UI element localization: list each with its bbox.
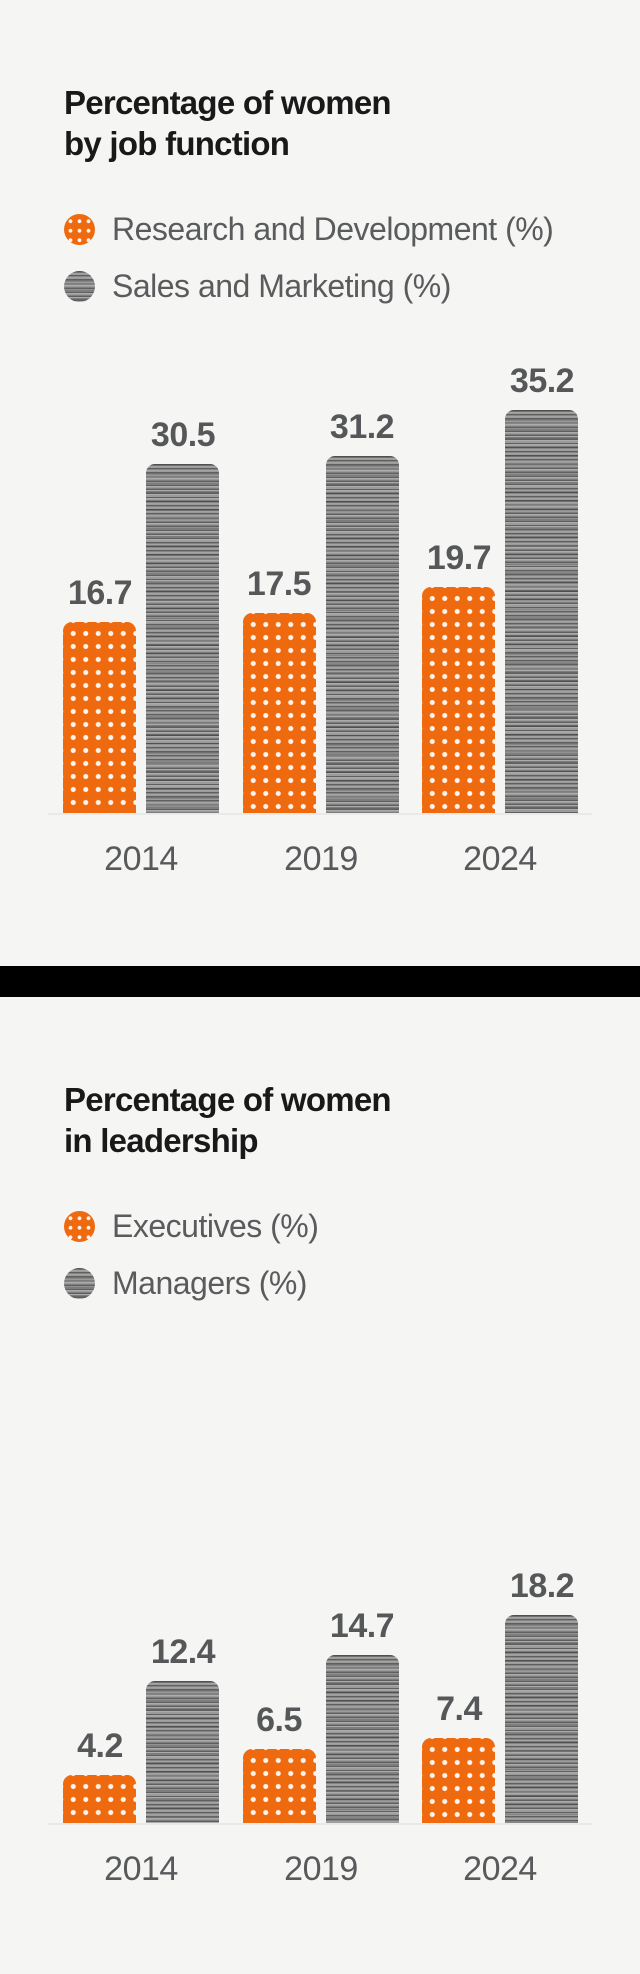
chart-job-function: Percentage of women by job function Rese… [0, 0, 640, 966]
bar-rd-2019 [243, 613, 316, 813]
legend-item-managers: Managers (%) [64, 1265, 307, 1301]
bar-exec-2019 [243, 1749, 316, 1823]
bar-mgr-2014 [146, 1681, 219, 1823]
chart-leadership: Percentage of women in leadership Execut… [0, 997, 640, 1974]
legend-label: Executives (%) [112, 1208, 319, 1244]
axis-baseline [48, 813, 592, 815]
plot-area-job-function: 16.7 30.5 2014 17.5 31.2 2019 19.7 35.2 2024 [0, 0, 640, 966]
chart-title-job-function: Percentage of women by job function [64, 82, 392, 164]
value-label-sm-2024: 35.2 [509, 362, 575, 400]
plot-area-leadership: 4.2 12.4 2014 6.5 14.7 2019 7.4 18.2 2024 [0, 997, 640, 1974]
bar-rd-2014 [63, 622, 136, 813]
value-label-rd-2014: 16.7 [67, 574, 133, 612]
bar-sm-2014 [146, 464, 219, 813]
legend-label: Research and Development (%) [112, 211, 554, 247]
bar-mgr-2024 [505, 1615, 578, 1823]
chart-title-line-2: in leadership [64, 1122, 259, 1159]
x-label-2014: 2014 [104, 840, 178, 878]
legend-label: Sales and Marketing (%) [112, 268, 451, 304]
bar-rd-2024 [422, 587, 495, 813]
legend-marker-orange-dots-icon [64, 1211, 95, 1242]
bar-mgr-2019 [326, 1655, 399, 1823]
x-label-2024: 2024 [463, 840, 537, 878]
value-label-exec-2014: 4.2 [77, 1727, 123, 1765]
value-label-exec-2019: 6.5 [256, 1701, 302, 1739]
chart-title-line-1: Percentage of women [64, 1081, 392, 1118]
chart-title-leadership: Percentage of women in leadership [64, 1079, 392, 1161]
chart-title-line-1: Percentage of women [64, 84, 392, 121]
bar-exec-2024 [422, 1738, 495, 1823]
value-label-mgr-2014: 12.4 [150, 1633, 216, 1671]
value-label-sm-2014: 30.5 [150, 416, 216, 454]
legend-marker-orange-dots-icon [64, 214, 95, 245]
bar-sm-2019 [326, 456, 399, 813]
value-label-mgr-2019: 14.7 [329, 1607, 395, 1645]
value-label-rd-2019: 17.5 [246, 565, 312, 603]
legend-item-research-development: Research and Development (%) [64, 211, 554, 247]
legend-marker-gray-stripes-icon [64, 1268, 95, 1299]
x-label-2024: 2024 [463, 1850, 537, 1888]
bar-exec-2014 [63, 1775, 136, 1823]
value-label-mgr-2024: 18.2 [509, 1567, 575, 1605]
bar-sm-2024 [505, 410, 578, 813]
legend-item-sales-marketing: Sales and Marketing (%) [64, 268, 451, 304]
legend-item-executives: Executives (%) [64, 1208, 319, 1244]
value-label-sm-2019: 31.2 [329, 408, 395, 446]
chart-title-line-2: by job function [64, 125, 290, 162]
x-label-2019: 2019 [284, 1850, 358, 1888]
x-label-2019: 2019 [284, 840, 358, 878]
legend-label: Managers (%) [112, 1265, 307, 1301]
legend-marker-gray-stripes-icon [64, 271, 95, 302]
section-divider [0, 966, 640, 997]
value-label-exec-2024: 7.4 [436, 1690, 482, 1728]
x-label-2014: 2014 [104, 1850, 178, 1888]
value-label-rd-2024: 19.7 [426, 539, 492, 577]
axis-baseline [48, 1823, 592, 1825]
